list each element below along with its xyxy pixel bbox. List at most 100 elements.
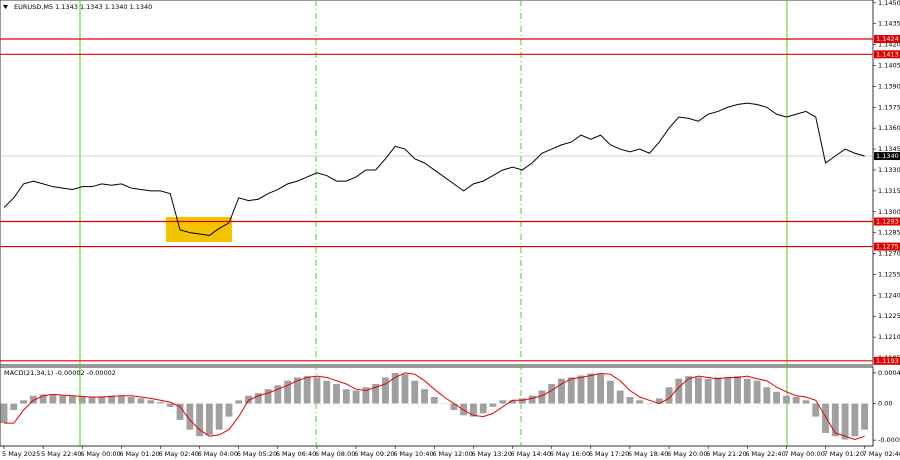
x-tick-label: 6 May 01:20 xyxy=(119,450,159,458)
macd-bar xyxy=(293,377,301,404)
macd-bar xyxy=(685,376,693,404)
y-tick-label: 1.1360 xyxy=(878,124,900,132)
macd-bar xyxy=(274,385,282,404)
x-tick-label: 6 May 16:00 xyxy=(550,450,590,458)
macd-bar xyxy=(362,387,370,404)
macd-bar xyxy=(98,396,106,404)
y-tick-label: 1.1285 xyxy=(878,229,900,237)
x-tick-label: 6 May 02:40 xyxy=(158,450,198,458)
y-tick-label: 1.1315 xyxy=(878,187,900,195)
macd-bar xyxy=(509,400,516,404)
macd-bar xyxy=(127,397,135,404)
macd-bar xyxy=(20,400,27,404)
level-tag xyxy=(874,356,900,365)
macd-bar xyxy=(763,387,771,404)
x-tick-label: 6 May 21:20 xyxy=(706,450,746,458)
x-tick-label: 7 May 02:40 xyxy=(863,450,900,458)
macd-bar xyxy=(616,390,624,404)
y-tick-label: 1.1390 xyxy=(878,82,900,90)
macd-bar xyxy=(597,374,605,404)
macd-bar xyxy=(264,389,272,404)
macd-bar xyxy=(548,383,556,404)
y-tick-label: 1.1345 xyxy=(878,145,900,153)
macd-bar xyxy=(450,403,458,411)
macd-bar xyxy=(205,403,213,435)
level-tag xyxy=(874,35,900,44)
macd-bar xyxy=(734,376,741,404)
macd-bar xyxy=(626,397,634,404)
x-tick-label: 6 May 22:40 xyxy=(745,450,785,458)
y-tick-label: 0.00047 xyxy=(878,369,900,377)
level-tag xyxy=(874,50,900,59)
x-tick-label: 6 May 13:20 xyxy=(471,450,511,458)
macd-bar xyxy=(196,403,204,437)
macd-bar xyxy=(39,394,47,404)
macd-bar xyxy=(245,395,252,404)
macd-bar xyxy=(401,374,409,404)
x-tick-label: 6 May 00:00 xyxy=(80,450,120,458)
macd-bar xyxy=(792,397,800,404)
macd-bar xyxy=(186,403,194,430)
level-tag xyxy=(874,242,900,251)
macd-bar xyxy=(479,403,487,414)
macd-bar xyxy=(391,372,399,404)
level-label: 1.1275 xyxy=(876,243,899,251)
macd-bar xyxy=(381,377,389,404)
y-tick-label: 1.1405 xyxy=(878,61,900,69)
macd-bar xyxy=(411,380,419,404)
macd-bar xyxy=(284,380,292,404)
macd-bar xyxy=(147,400,155,404)
macd-bar xyxy=(215,403,223,430)
macd-bar xyxy=(78,397,86,404)
macd-bar xyxy=(313,377,321,404)
x-tick-label: 6 May 05:20 xyxy=(237,450,277,458)
x-tick-label: 6 May 12:00 xyxy=(432,450,472,458)
macd-bar xyxy=(166,403,174,407)
macd-panel xyxy=(0,366,874,447)
macd-bar xyxy=(636,400,644,404)
macd-bar xyxy=(812,403,820,417)
macd-bar xyxy=(694,377,702,404)
macd-bar xyxy=(655,398,663,404)
x-tick-label: 6 May 04:00 xyxy=(198,450,238,458)
y-tick-label: 1.1420 xyxy=(878,41,900,49)
y-tick-label: 1.1255 xyxy=(878,270,900,278)
macd-bar xyxy=(0,403,8,424)
macd-bar xyxy=(470,403,477,417)
macd-bar xyxy=(831,403,839,437)
macd-bar xyxy=(460,403,468,416)
macd-bar xyxy=(782,395,790,404)
macd-bar xyxy=(606,380,614,404)
macd-bar xyxy=(49,395,57,404)
highlight-box xyxy=(166,217,232,242)
macd-bar xyxy=(352,390,360,404)
macd-bar xyxy=(254,393,262,404)
macd-bar xyxy=(303,376,311,404)
macd-bar xyxy=(235,400,243,404)
price-line xyxy=(3,102,865,236)
collapse-icon xyxy=(3,5,8,9)
price-panel xyxy=(0,0,874,366)
macd-bar xyxy=(577,375,585,404)
y-tick-label: 1.1375 xyxy=(878,103,900,111)
macd-bar xyxy=(157,402,164,404)
x-tick-label: 7 May 01:20 xyxy=(824,450,864,458)
x-tick-label: 5 May 2025 xyxy=(2,450,40,458)
x-tick-label: 6 May 08:00 xyxy=(315,450,355,458)
macd-bar xyxy=(773,391,781,404)
macd-bar xyxy=(743,378,751,404)
macd-bar xyxy=(29,395,37,404)
macd-bar xyxy=(372,383,380,404)
macd-bar xyxy=(841,403,849,440)
x-tick-label: 7 May 00:00 xyxy=(784,450,824,458)
macd-bar xyxy=(558,378,565,404)
y-tick-label: 1.1330 xyxy=(878,166,900,174)
macd-bar xyxy=(323,380,331,404)
x-tick-label: 6 May 20:00 xyxy=(667,450,707,458)
x-tick-label: 6 May 10:40 xyxy=(393,450,433,458)
macd-bar xyxy=(342,389,350,404)
x-tick-label: 5 May 22:40 xyxy=(41,450,81,458)
level-label: 1.1193 xyxy=(876,357,899,365)
